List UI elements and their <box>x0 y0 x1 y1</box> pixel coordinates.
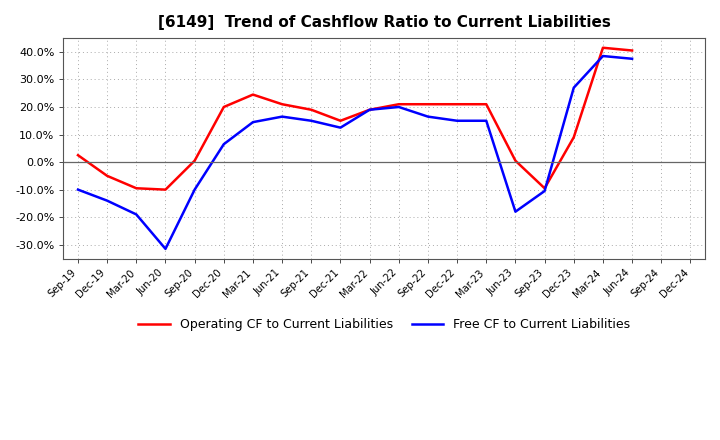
Free CF to Current Liabilities <box>365 107 374 112</box>
Free CF to Current Liabilities <box>278 114 287 119</box>
Operating CF to Current Liabilities <box>190 158 199 163</box>
Free CF to Current Liabilities <box>511 209 520 214</box>
Free CF to Current Liabilities <box>248 120 257 125</box>
Free CF to Current Liabilities <box>570 85 578 90</box>
Operating CF to Current Liabilities <box>248 92 257 97</box>
Operating CF to Current Liabilities <box>220 104 228 110</box>
Operating CF to Current Liabilities <box>570 135 578 140</box>
Operating CF to Current Liabilities <box>307 107 315 112</box>
Free CF to Current Liabilities <box>395 104 403 110</box>
Operating CF to Current Liabilities <box>453 102 462 107</box>
Operating CF to Current Liabilities <box>278 102 287 107</box>
Free CF to Current Liabilities <box>307 118 315 123</box>
Title: [6149]  Trend of Cashflow Ratio to Current Liabilities: [6149] Trend of Cashflow Ratio to Curren… <box>158 15 611 30</box>
Free CF to Current Liabilities <box>73 187 82 192</box>
Line: Operating CF to Current Liabilities: Operating CF to Current Liabilities <box>78 48 632 190</box>
Operating CF to Current Liabilities <box>73 153 82 158</box>
Operating CF to Current Liabilities <box>161 187 170 192</box>
Legend: Operating CF to Current Liabilities, Free CF to Current Liabilities: Operating CF to Current Liabilities, Fre… <box>133 313 635 336</box>
Free CF to Current Liabilities <box>336 125 345 130</box>
Free CF to Current Liabilities <box>598 53 607 59</box>
Free CF to Current Liabilities <box>132 212 140 217</box>
Operating CF to Current Liabilities <box>365 107 374 112</box>
Line: Free CF to Current Liabilities: Free CF to Current Liabilities <box>78 56 632 249</box>
Free CF to Current Liabilities <box>220 142 228 147</box>
Free CF to Current Liabilities <box>453 118 462 123</box>
Operating CF to Current Liabilities <box>395 102 403 107</box>
Operating CF to Current Liabilities <box>598 45 607 51</box>
Free CF to Current Liabilities <box>103 198 112 203</box>
Free CF to Current Liabilities <box>540 188 549 194</box>
Free CF to Current Liabilities <box>423 114 432 119</box>
Operating CF to Current Liabilities <box>336 118 345 123</box>
Operating CF to Current Liabilities <box>423 102 432 107</box>
Free CF to Current Liabilities <box>190 187 199 192</box>
Operating CF to Current Liabilities <box>628 48 636 53</box>
Operating CF to Current Liabilities <box>511 158 520 163</box>
Free CF to Current Liabilities <box>161 246 170 252</box>
Operating CF to Current Liabilities <box>132 186 140 191</box>
Operating CF to Current Liabilities <box>540 186 549 191</box>
Operating CF to Current Liabilities <box>103 173 112 179</box>
Operating CF to Current Liabilities <box>482 102 490 107</box>
Free CF to Current Liabilities <box>482 118 490 123</box>
Free CF to Current Liabilities <box>628 56 636 62</box>
